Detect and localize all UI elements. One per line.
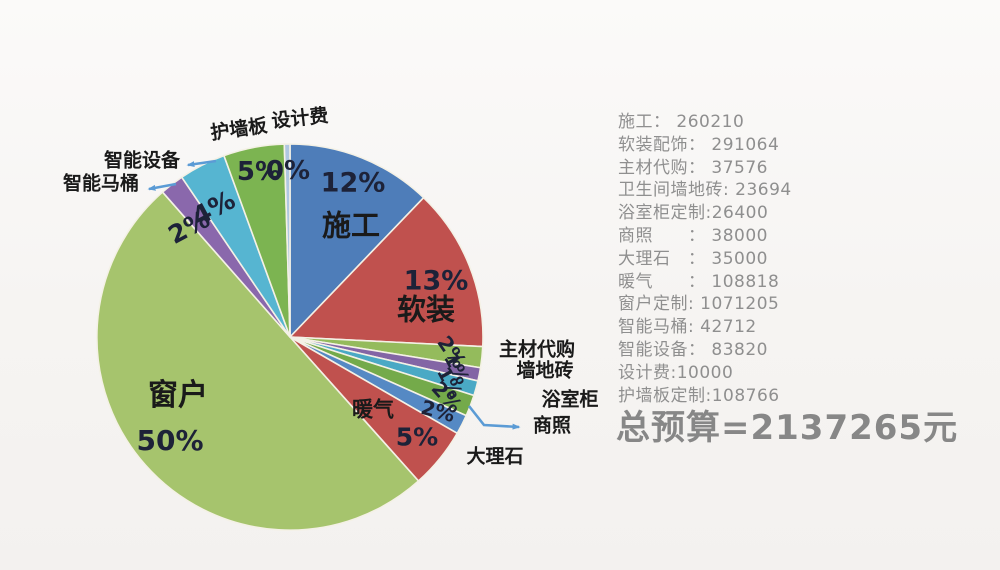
budget-line: 浴室柜定制:26400	[618, 203, 769, 224]
slice-name-ruanzhuang: 软装	[396, 292, 456, 327]
smart-toilet-arrow	[147, 182, 177, 191]
shangzhao-arrow	[467, 405, 521, 430]
budget-line: 设计费:10000	[618, 362, 734, 383]
budget-line: 智能马桶: 42712	[618, 317, 757, 338]
outer-label-dalishi: 大理石	[466, 445, 524, 468]
budget-line: 卫生间墙地砖: 23694	[618, 180, 792, 201]
pie-slices-group	[96, 143, 484, 531]
budget-line: 窗户定制: 1071205	[618, 294, 780, 315]
budget-line: 主材代购： 37576	[618, 157, 768, 178]
outer-label-zhinengmatong: 智能马桶	[62, 172, 140, 195]
budget-line: 暖气 ： 108818	[618, 271, 780, 292]
slice-pct-nuanqi: 5%	[395, 422, 439, 452]
outer-label-zhinengshebei: 智能设备	[103, 149, 181, 172]
slice-pct-shejifei: 0%	[265, 156, 311, 186]
budget-line: 大理石 ： 35000	[618, 248, 768, 269]
slice-pct-shigong: 12%	[320, 167, 386, 199]
slice-name-nuanqi: 暖气	[352, 397, 394, 422]
slice-pct-huqiangban: 5%	[236, 157, 282, 187]
slice-name-shigong: 施工	[321, 208, 381, 243]
pie-slice-12	[283, 143, 291, 338]
budget-line: 护墙板定制:108766	[618, 385, 780, 406]
total-budget-label: 总预算=2137265元	[616, 408, 959, 448]
smart-device-arrow	[186, 159, 217, 168]
pie-slice-0	[289, 143, 425, 338]
pie-slice-8	[96, 191, 420, 531]
pie-slice-1	[289, 196, 484, 348]
outer-label-zhucaidaigou: 主材代购	[498, 338, 576, 361]
leader-arrows-group	[147, 159, 521, 430]
outer-label-shangzhao: 商照	[532, 414, 572, 437]
slice-pct-chuanghu: 50%	[136, 424, 204, 457]
slice-pct-ruanzhuang: 13%	[403, 265, 469, 297]
budget-line: 软装配饰： 291064	[618, 134, 780, 155]
budget-line: 施工： 260210	[618, 112, 745, 132]
budget-line: 智能设备： 83820	[618, 339, 768, 360]
budget-breakdown-list: 施工： 260210 软装配饰： 291064 主材代购： 37576 卫生间墙…	[618, 111, 792, 407]
slice-name-chuanghu: 窗户	[148, 378, 208, 413]
budget-line: 商照 ： 38000	[618, 225, 768, 246]
outer-label-yushigui: 浴室柜	[541, 388, 599, 411]
outer-label-qiangdizhuan: 墙地砖	[516, 359, 574, 382]
